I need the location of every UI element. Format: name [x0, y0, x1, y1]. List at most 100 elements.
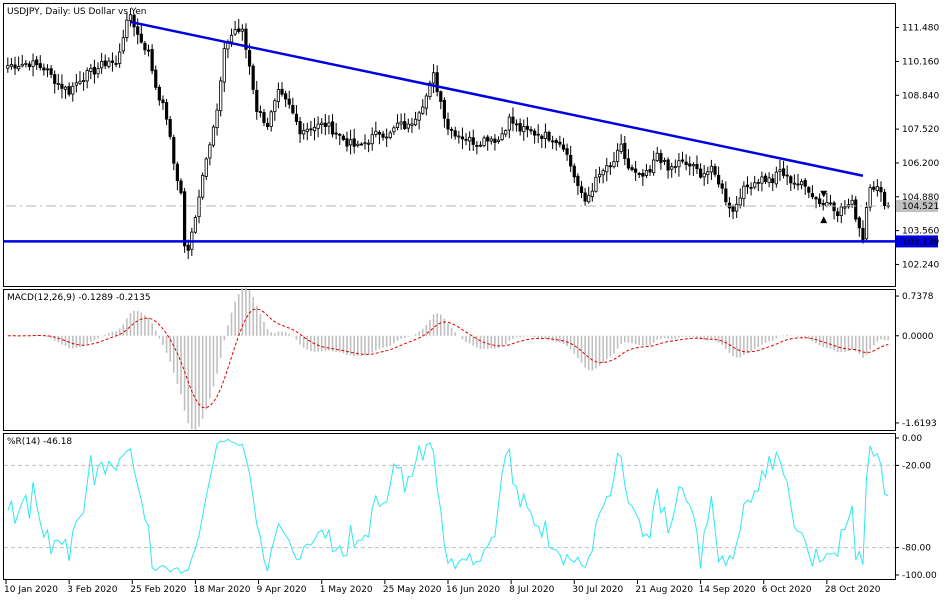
candle-body [579, 186, 584, 194]
candle-body [168, 119, 172, 137]
candle-body [392, 127, 396, 133]
candle-body [406, 123, 410, 129]
candle-body [471, 137, 475, 145]
candle-body [370, 134, 374, 145]
candle-body [460, 136, 465, 140]
candle-body [186, 244, 190, 251]
candle-body [399, 121, 403, 125]
candle-body [125, 19, 129, 38]
candle-body [338, 133, 342, 136]
candle-body [89, 67, 93, 72]
candle-body [832, 202, 836, 212]
candle-body [107, 60, 111, 67]
candle-body [110, 60, 115, 63]
candle-body [717, 174, 721, 185]
candle-body [172, 137, 176, 164]
candle-body [529, 129, 533, 132]
candle-body [312, 126, 317, 132]
candle-body [13, 64, 17, 69]
date-axis-label: 16 Jun 2020 [446, 585, 500, 595]
candle-body [670, 166, 674, 170]
candle-body [388, 132, 392, 138]
support-price-label: 103.139 [902, 237, 939, 247]
candle-body [771, 178, 775, 184]
candle-body [507, 116, 511, 131]
candle-body [348, 139, 353, 146]
date-axis-label: 1 May 2020 [320, 585, 373, 595]
candle-body [814, 197, 818, 200]
candle-body [666, 159, 670, 171]
candle-body [818, 198, 822, 205]
candle-body [204, 158, 208, 177]
candle-body [637, 172, 641, 176]
price-axis-label: 107.520 [902, 125, 939, 135]
candle-body [756, 181, 760, 184]
wpr-axis-label: 0.00 [902, 434, 922, 444]
candle-body [565, 148, 569, 155]
candle-body [53, 74, 57, 84]
candle-body [836, 211, 840, 216]
candle-body [587, 194, 591, 203]
candle-body [551, 140, 555, 143]
candle-body [197, 196, 201, 217]
candle-body [688, 163, 692, 167]
candle-body [778, 169, 782, 172]
axes-layer: 111.480 110.160 108.840 107.520 106.200 104.8… [4, 24, 939, 595]
candle-body [882, 191, 887, 207]
candle-body [35, 59, 39, 66]
candle-body [424, 95, 428, 109]
candle-body [868, 187, 872, 208]
macd-title: MACD(12,26,9) -0.1289 -0.2135 [7, 293, 151, 303]
candle-body [154, 69, 158, 88]
wpr-axis-label: -80.00 [902, 544, 931, 554]
candle-body [183, 191, 187, 247]
candle-body [597, 173, 602, 178]
candle-body [161, 99, 165, 104]
date-axis-label: 3 Feb 2020 [67, 585, 118, 595]
candle-body [511, 116, 515, 124]
candle-body [128, 14, 133, 21]
candle-body [403, 121, 407, 130]
candle-body [547, 131, 551, 141]
candle-body [612, 161, 616, 168]
candle-body [334, 132, 338, 135]
candle-body [287, 98, 291, 105]
candle-body [468, 136, 472, 142]
candle-body [644, 170, 649, 176]
candle-body [431, 72, 436, 84]
candle-body [27, 63, 32, 68]
candle-body [100, 61, 104, 69]
candle-body [233, 29, 237, 35]
candle-body [532, 130, 537, 136]
candle-body [789, 176, 793, 184]
candle-body [486, 136, 490, 142]
price-axis-label: 106.200 [902, 159, 939, 169]
candle-body [118, 51, 122, 64]
candle-body [749, 187, 753, 189]
candle-body [572, 165, 576, 178]
candle-body [244, 28, 248, 50]
candle-body [146, 49, 151, 52]
candle-body [284, 93, 288, 100]
candle-body [738, 197, 742, 206]
candle-body [377, 131, 382, 135]
date-axis-label: 9 Apr 2020 [257, 585, 307, 595]
candle-body [857, 217, 861, 229]
price-axis-label: 102.240 [902, 260, 939, 270]
candle-body [514, 123, 519, 126]
candle-body [504, 130, 508, 135]
candle-body [623, 142, 627, 159]
candle-body [753, 182, 757, 188]
candle-body [385, 136, 389, 139]
candle-body [201, 174, 205, 198]
candle-body [706, 171, 710, 175]
candle-body [821, 202, 825, 206]
candle-body [760, 176, 764, 184]
candle-body [367, 142, 371, 145]
macd-axis-label: 0.0000 [902, 332, 934, 342]
candle-body [489, 138, 493, 142]
candle-body [735, 203, 739, 212]
candle-body [56, 83, 60, 85]
candle-body [558, 141, 562, 145]
